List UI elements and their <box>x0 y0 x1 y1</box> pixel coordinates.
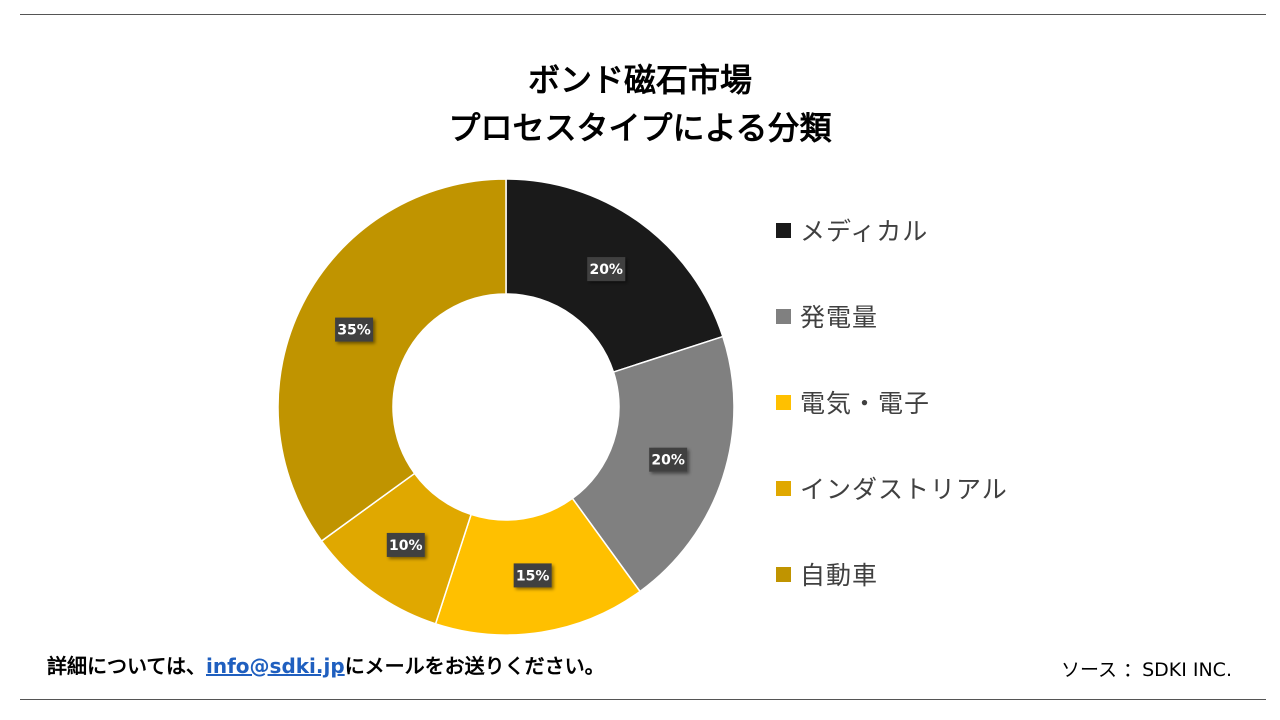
legend-label: インダストリアル <box>800 475 1008 504</box>
legend-item: メディカル <box>776 212 928 248</box>
data-label-text: 20% <box>589 262 623 278</box>
donut-data-label: 20% <box>649 447 688 472</box>
donut-data-label: 15% <box>513 563 552 588</box>
data-label-box <box>513 563 552 588</box>
data-label-text: 20% <box>651 453 685 469</box>
data-label-box <box>386 532 425 557</box>
legend-item: 電気・電子 <box>776 384 930 420</box>
chart-title-line-2: プロセスタイプによる分類 <box>448 109 832 147</box>
donut-data-label: 20% <box>587 257 626 282</box>
data-label-box <box>335 317 374 342</box>
footer-source: ソース ：SDKI INC. <box>1060 659 1232 681</box>
donut-data-label: 10% <box>386 532 425 557</box>
legend-label: 自動車 <box>800 561 879 590</box>
chart-title-line-1: ボンド磁石市場 <box>527 61 752 99</box>
footer-email-link[interactable]: info@sdki.jp <box>206 654 345 678</box>
data-label-text: 15% <box>516 568 550 584</box>
legend-swatch <box>776 480 791 496</box>
footer-contact-prefix: 詳細については、 <box>47 654 206 678</box>
legend-item: 発電量 <box>776 298 878 334</box>
legend-swatch <box>776 394 791 410</box>
legend-swatch <box>776 222 791 238</box>
footer-contact-suffix: にメールをお送りください。 <box>344 654 605 678</box>
donut-data-labels: 20% 20% 15% 10% 35% <box>335 257 688 588</box>
data-label-box <box>649 447 688 472</box>
data-label-text: 10% <box>389 538 423 554</box>
legend-item: 自動車 <box>776 556 878 592</box>
legend-swatch <box>776 308 791 324</box>
donut-slice <box>277 178 507 543</box>
legend-swatch <box>776 566 791 582</box>
donut-slices <box>277 178 735 636</box>
donut-data-label: 35% <box>335 317 374 342</box>
legend-item: インダストリアル <box>776 470 1008 506</box>
data-label-text: 35% <box>337 323 371 339</box>
legend-label: 電気・電子 <box>800 389 931 418</box>
data-label-box <box>587 257 626 282</box>
footer-contact-note: 詳細については、info@sdki.jpにメールをお送りください。 <box>47 650 605 679</box>
legend-label: メディカル <box>800 217 929 246</box>
bottom-divider <box>20 699 1266 700</box>
legend-label: 発電量 <box>800 303 879 332</box>
top-divider <box>20 14 1266 15</box>
